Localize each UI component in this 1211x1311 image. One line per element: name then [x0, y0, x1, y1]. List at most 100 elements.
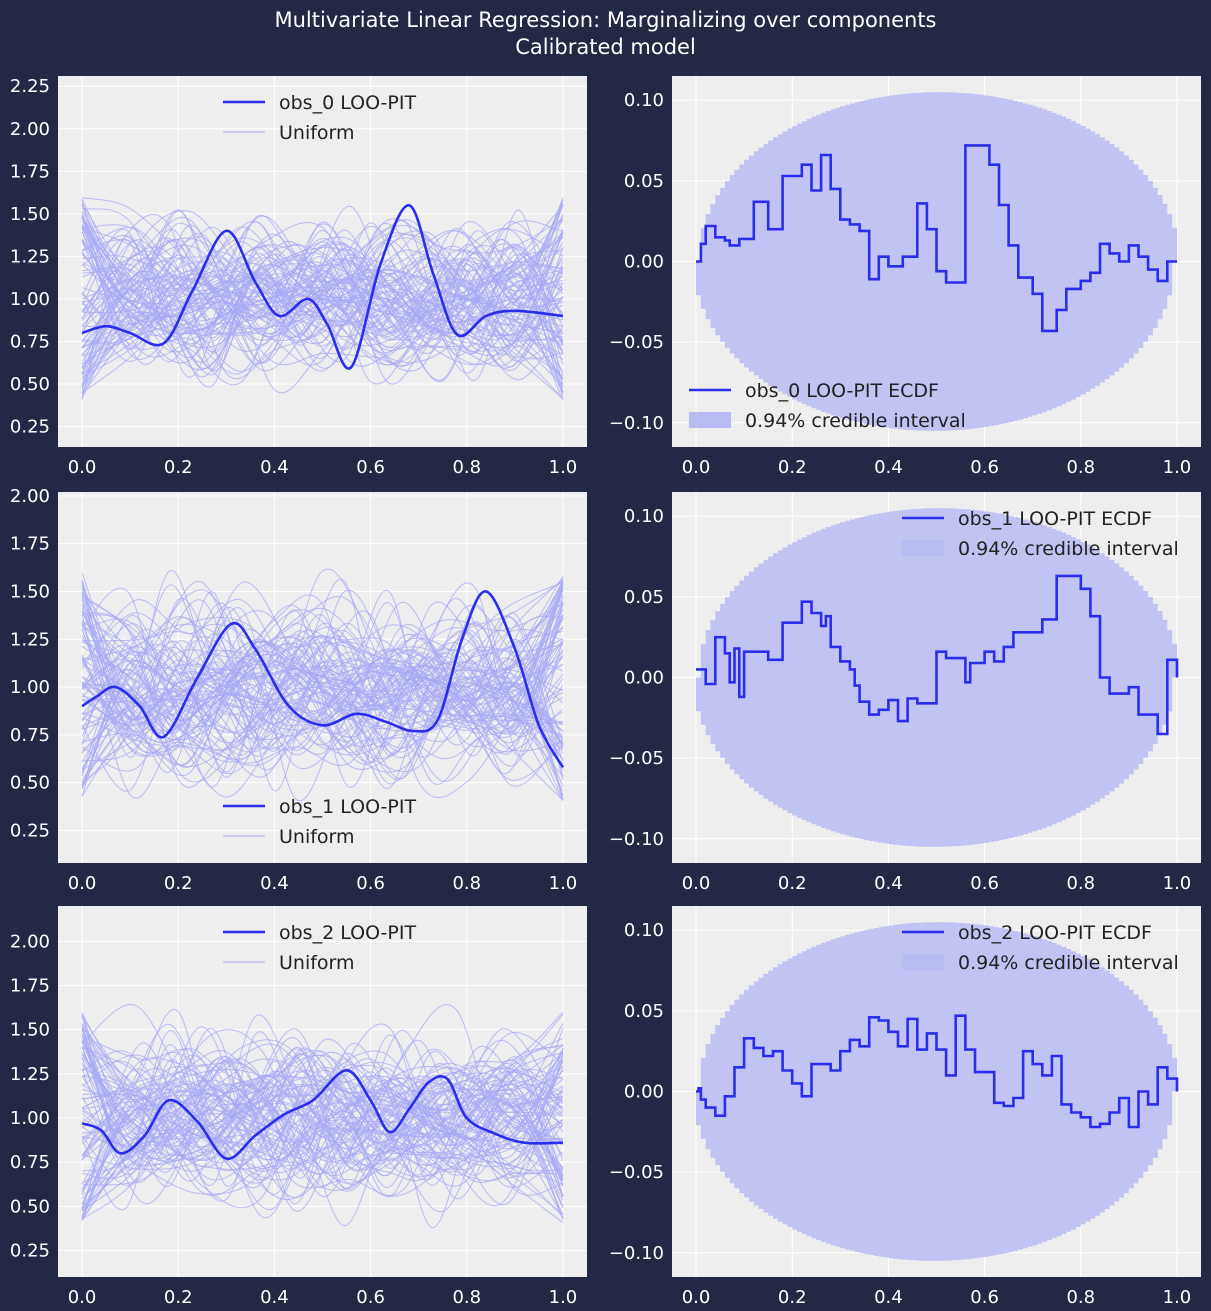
uniform-curve	[81, 229, 564, 342]
y-tick-label: 0.75	[10, 725, 50, 746]
plot-content	[81, 1004, 564, 1229]
uniform-curve	[81, 1028, 564, 1179]
y-tick-label: 0.10	[624, 506, 664, 527]
y-tick-label: 0.00	[624, 668, 664, 689]
x-tick-label: 0.8	[1066, 873, 1095, 894]
legend-label: Uniform	[279, 952, 355, 974]
uniform-curve	[81, 1072, 564, 1220]
legend: obs_2 LOO-PIT ECDF 0.94% credible interva…	[902, 922, 1179, 974]
uniform-curve	[81, 1050, 564, 1169]
y-tick-label: 0.05	[624, 171, 664, 192]
y-tick-label: 1.75	[10, 534, 50, 555]
uniform-curve	[81, 590, 564, 786]
x-tick-label: 0.2	[164, 457, 193, 478]
uniform-curve	[81, 636, 563, 737]
legend-label: 0.94% credible interval	[958, 538, 1179, 560]
x-tick-label: 0.6	[356, 873, 385, 894]
legend: obs_2 LOO-PIT Uniform	[223, 922, 416, 974]
x-tick-label: 0.2	[164, 1287, 193, 1308]
plot-content	[81, 568, 565, 802]
y-tick-label: 0.00	[624, 1082, 664, 1103]
y-tick-label: 0.10	[624, 90, 664, 111]
x-tick-label: 1.0	[1163, 873, 1192, 894]
y-tick-label: 0.50	[10, 1196, 50, 1217]
uniform-curve	[82, 245, 563, 371]
legend-band-swatch	[689, 412, 731, 428]
x-tick-label: 0.0	[682, 873, 711, 894]
x-tick-label: 1.0	[1163, 457, 1192, 478]
loo-pit-ecdf-line	[696, 1014, 1179, 1129]
y-tick-label: 0.50	[10, 374, 50, 395]
plot-content	[81, 197, 564, 401]
uniform-curve	[82, 591, 564, 771]
uniform-curve	[81, 568, 564, 782]
legend-band-swatch	[902, 954, 944, 970]
uniform-curve	[81, 1004, 564, 1150]
x-tick-label: 0.6	[356, 457, 385, 478]
y-tick-label: 0.05	[624, 587, 664, 608]
x-tick-label: 0.8	[452, 873, 481, 894]
uniform-curve	[81, 621, 564, 777]
x-tick-label: 0.6	[970, 873, 999, 894]
x-tick-label: 0.0	[682, 1287, 711, 1308]
uniform-curve	[81, 1065, 563, 1187]
x-tick-label: 1.0	[549, 873, 578, 894]
uniform-curve	[81, 609, 564, 780]
uniform-curve	[81, 626, 564, 757]
uniform-curve	[81, 1016, 564, 1197]
x-tick-label: 0.8	[1066, 457, 1095, 478]
legend-label: obs_0 LOO-PIT ECDF	[745, 380, 939, 402]
loo-pit-ecdf-line	[696, 144, 1177, 333]
x-tick-label: 1.0	[549, 1287, 578, 1308]
uniform-curve	[81, 203, 564, 394]
y-tick-label: −0.05	[609, 332, 664, 353]
x-tick-label: 0.4	[874, 457, 903, 478]
y-tick-label: 1.75	[10, 161, 50, 182]
subplot-pit_obs_0: 0.0 0.2 0.4 0.6 0.8 1.0 0.25 0.50 0.75 1.00 1.25 1.…	[10, 76, 587, 478]
y-tick-label: 0.25	[10, 820, 50, 841]
uniform-curve	[81, 615, 564, 757]
uniform-curve	[81, 612, 564, 734]
uniform-curve	[81, 594, 564, 797]
uniform-curve	[81, 1066, 564, 1140]
x-tick-label: 0.0	[68, 873, 97, 894]
uniform-curve	[81, 656, 564, 798]
y-tick-label: 1.25	[10, 1064, 50, 1085]
uniform-curve	[81, 1029, 564, 1220]
x-tick-label: 0.6	[356, 1287, 385, 1308]
y-tick-label: 1.25	[10, 246, 50, 267]
uniform-curve	[81, 201, 564, 375]
uniform-curve	[81, 222, 564, 394]
uniform-reference-curves	[81, 197, 564, 401]
x-tick-label: 0.4	[874, 1287, 903, 1308]
y-tick-label: −0.05	[609, 748, 664, 769]
uniform-curve	[81, 209, 564, 380]
x-tick-label: 0.8	[452, 457, 481, 478]
y-tick-label: 0.05	[624, 1001, 664, 1022]
uniform-curve	[81, 590, 564, 802]
uniform-curve	[81, 616, 564, 756]
y-tick-label: −0.10	[609, 829, 664, 850]
legend-label: obs_0 LOO-PIT	[279, 92, 416, 114]
uniform-curve	[81, 600, 564, 747]
x-tick-label: 0.0	[68, 1287, 97, 1308]
x-tick-label: 0.8	[452, 1287, 481, 1308]
uniform-curve	[81, 239, 564, 369]
uniform-curve	[81, 252, 563, 338]
uniform-curve	[81, 1075, 563, 1170]
uniform-curve	[81, 1054, 563, 1177]
y-tick-label: 1.75	[10, 976, 50, 997]
legend-label: Uniform	[279, 122, 355, 144]
uniform-curve	[81, 597, 564, 754]
uniform-curve	[81, 227, 563, 334]
y-tick-label: 2.00	[10, 931, 50, 952]
y-tick-label: −0.10	[609, 413, 664, 434]
uniform-curve	[81, 227, 564, 331]
uniform-curve	[81, 1045, 564, 1163]
y-tick-label: −0.10	[609, 1243, 664, 1264]
uniform-curve	[81, 1068, 564, 1169]
x-tick-label: 0.4	[260, 457, 289, 478]
uniform-curve	[81, 215, 564, 365]
x-tick-label: 0.4	[260, 873, 289, 894]
y-tick-label: 0.25	[10, 1241, 50, 1262]
